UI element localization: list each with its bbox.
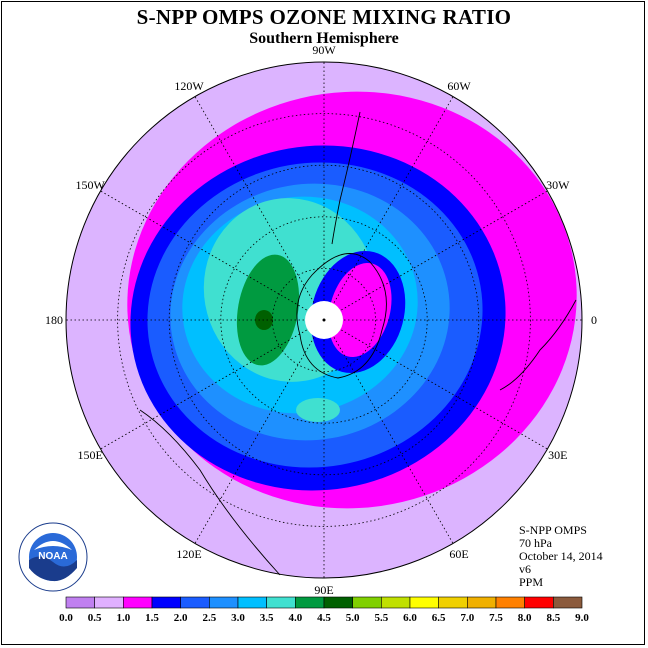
longitude-label: 150W (75, 178, 105, 192)
colorbar-swatch (524, 596, 554, 609)
africa-coast (499, 299, 577, 391)
australia-coast (139, 409, 281, 576)
field-4.0-4.5 (236, 254, 300, 366)
meridian-line (100, 190, 325, 321)
pressure-level: 70 hPa (519, 536, 552, 550)
colorbar-swatch (352, 596, 382, 609)
map-title: S-NPP OMPS OZONE MIXING RATIO (136, 5, 512, 29)
pole-dot (322, 318, 326, 322)
colorbar-swatch (467, 596, 497, 609)
longitude-label: 0 (591, 313, 597, 327)
south-america-coast (331, 111, 361, 245)
colorbar-tick-label: 2.0 (174, 612, 188, 624)
units-label: PPM (519, 575, 544, 589)
colorbar-tick-label: 1.5 (145, 612, 159, 624)
colorbar-tick-label: 8.5 (546, 612, 560, 624)
longitude-label: 90E (314, 583, 334, 597)
meridian-line (194, 96, 325, 321)
colorbar-tick-label: 4.0 (288, 612, 302, 624)
longitude-label: 120W (174, 79, 204, 94)
meridian-line (194, 319, 325, 544)
longitude-label: 30W (546, 178, 570, 192)
colorbar-tick-label: 7.0 (460, 612, 474, 624)
latitude-circle (117, 113, 531, 527)
colorbar-tick-label: 8.0 (518, 612, 532, 624)
colorbar-tick-label: 0.5 (88, 612, 102, 624)
latitude-circle (220, 216, 428, 424)
field-patch (296, 398, 340, 422)
colorbar-tick-label: 7.5 (489, 612, 503, 624)
colorbar-tick-label: 4.5 (317, 612, 331, 624)
colorbar-swatch (323, 596, 353, 609)
colorbar-swatch (237, 596, 267, 609)
colorbar-swatch (295, 596, 325, 609)
instrument-label: S-NPP OMPS (519, 523, 587, 537)
meridian-line (323, 319, 548, 450)
longitude-label: 60W (447, 79, 471, 94)
longitude-label: 150E (77, 448, 103, 462)
longitude-label: 90W (312, 43, 336, 57)
antarctica-coast (296, 253, 387, 379)
colorbar-swatch (123, 596, 153, 609)
colorbar-swatch (409, 596, 439, 609)
colorbar-tick-label: 1.0 (116, 612, 130, 624)
colorbar-swatch (209, 596, 239, 609)
globe-outline (65, 61, 583, 579)
date-label: October 14, 2014 (519, 549, 603, 563)
colorbar-swatch (553, 596, 583, 609)
latitude-circle (271, 267, 376, 372)
colorbar-tick-label: 3.5 (260, 612, 274, 624)
colorbar-tick-label: 0.0 (59, 612, 73, 624)
noaa-logo: NOAA (18, 522, 88, 592)
longitude-label: 120E (176, 546, 202, 561)
meridian-line (100, 319, 325, 450)
meridian-line (323, 319, 454, 544)
colorbar-tick-label: 3.0 (231, 612, 245, 624)
meridian-line (323, 96, 454, 321)
colorbar-swatch (94, 596, 124, 609)
colorbar-swatch (151, 596, 181, 609)
colorbar-tick-label: 5.0 (346, 612, 360, 624)
colorbar-swatch (65, 596, 95, 609)
longitude-label: 30E (548, 448, 568, 462)
longitude-label: 180 (45, 313, 63, 327)
colorbar-swatch (381, 596, 411, 609)
colorbar-swatch (266, 596, 296, 609)
colorbar-tick-label: 6.0 (403, 612, 417, 624)
meridian-line (323, 190, 548, 321)
field-lobe-inner (328, 262, 392, 358)
colorbar-tick-label: 6.5 (432, 612, 446, 624)
colorbar-swatch (495, 596, 525, 609)
svg-text:NOAA: NOAA (38, 551, 67, 562)
colorbar-swatch (438, 596, 468, 609)
colorbar-tick-label: 9.0 (575, 612, 589, 624)
info-block: S-NPP OMPS 70 hPa October 14, 2014 v6 PP… (519, 524, 603, 589)
longitude-label: 60E (449, 546, 469, 561)
map-subtitle: Southern Hemisphere (249, 30, 399, 47)
latitude-circle (168, 164, 480, 476)
colorbar-tick-label: 5.5 (374, 612, 388, 624)
colorbar-tick-label: 2.5 (202, 612, 216, 624)
colorbar-swatch (180, 596, 210, 609)
version-label: v6 (519, 562, 531, 576)
